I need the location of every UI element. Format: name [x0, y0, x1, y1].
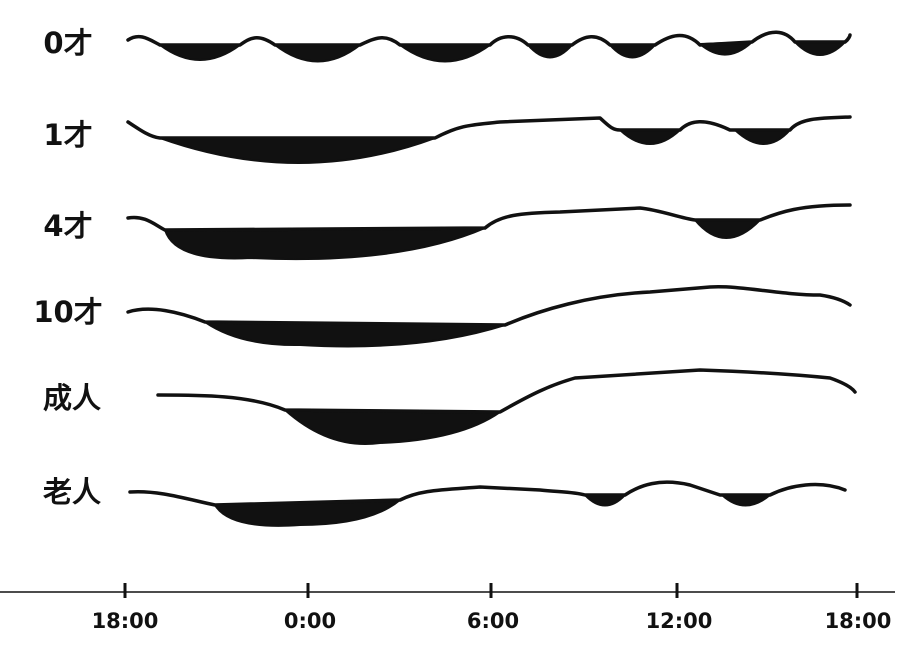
- sleep-period: [156, 40, 848, 63]
- sleep-period: [201, 320, 506, 348]
- row-label: 成人: [43, 381, 101, 415]
- tick-label: 6:00: [467, 609, 519, 633]
- row-label: 0才: [43, 26, 92, 60]
- sleep-period: [213, 494, 773, 527]
- row-label: 10才: [33, 295, 102, 329]
- wake-line: [126, 30, 852, 47]
- tick-label: 18:00: [92, 609, 159, 633]
- row-label: 1才: [43, 118, 92, 152]
- sleep-period: [282, 408, 504, 445]
- time-axis: 18:00 0:00 6:00 12:00 18:00: [0, 583, 895, 633]
- row-label: 老人: [43, 475, 101, 509]
- row-4: 成人: [43, 368, 857, 445]
- tick-label: 12:00: [646, 609, 713, 633]
- row-label: 4才: [43, 209, 92, 243]
- wake-line: [126, 115, 852, 140]
- wake-line: [126, 203, 852, 232]
- row-3: 10才: [33, 284, 852, 348]
- wake-line: [156, 368, 857, 414]
- row-2: 4才: [43, 203, 852, 261]
- tick-label: 18:00: [825, 609, 892, 633]
- sleep-period: [159, 129, 793, 164]
- wake-line: [128, 480, 847, 507]
- tick-label: 0:00: [284, 609, 336, 633]
- row-1: 1才: [43, 115, 852, 164]
- row-5: 老人: [43, 475, 847, 527]
- row-0: 0才: [43, 26, 852, 63]
- sleep-period: [163, 219, 763, 261]
- wake-line: [126, 284, 852, 327]
